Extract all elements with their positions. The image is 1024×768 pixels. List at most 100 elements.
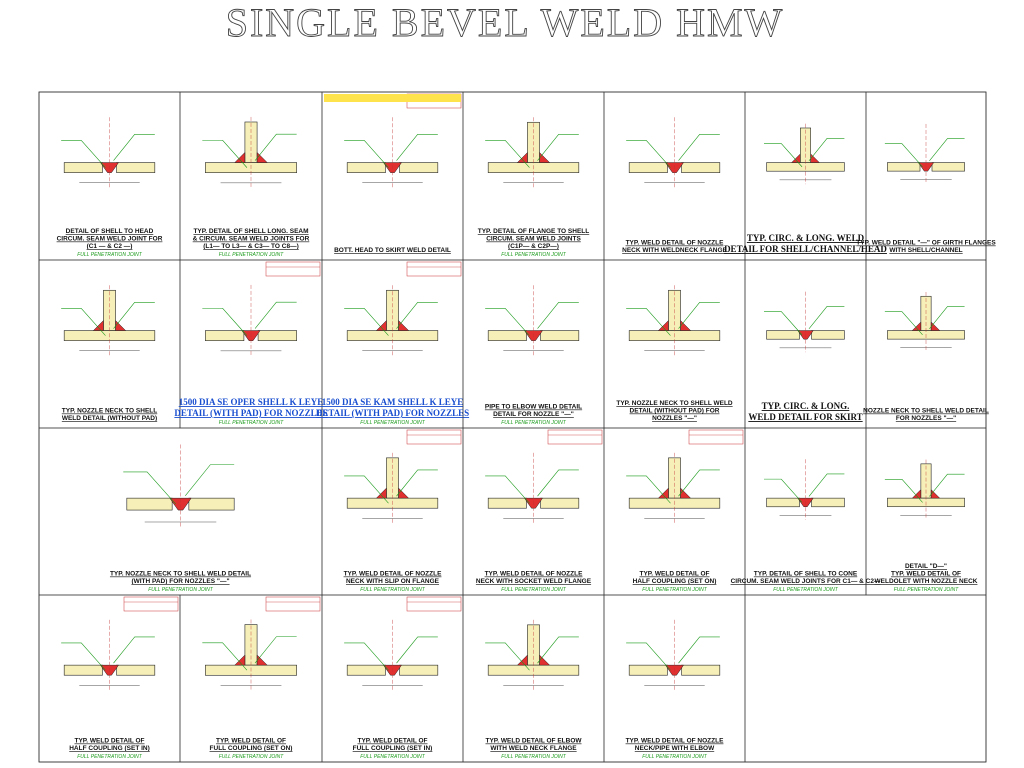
- weld-sketch: [626, 117, 721, 188]
- caption: WITH WELD NECK FLANGE: [490, 745, 577, 752]
- plate: [399, 664, 439, 676]
- leader: [537, 302, 579, 329]
- caption: (L1— TO L3— & C3— TO C8—): [203, 243, 298, 250]
- leader: [764, 311, 803, 336]
- caption: PIPE TO ELBOW WELD DETAIL: [485, 404, 582, 411]
- leader: [344, 140, 389, 168]
- leader: [764, 478, 803, 503]
- leader: [884, 143, 923, 168]
- weld-sketch: [344, 285, 439, 356]
- caption: NECK WITH WELDNECK FLANGE: [622, 247, 727, 254]
- caption: TYP. WELD DETAIL OF: [891, 571, 961, 578]
- plate: [681, 664, 721, 676]
- caption: HALF COUPLING (SET ON): [633, 578, 717, 585]
- weld: [657, 319, 692, 331]
- leader: [202, 642, 248, 671]
- leader: [344, 475, 389, 504]
- joint-note: FULL PENETRATION JOINT: [219, 420, 284, 426]
- nozzle-table: [547, 429, 603, 445]
- joint-note: FULL PENETRATION JOINT: [219, 754, 284, 760]
- caption: TYP. CIRC. & LONG. WELD: [747, 233, 865, 243]
- caption: DETAIL (WITHOUT PAD) FOR: [630, 408, 720, 415]
- weld-sketch: [626, 285, 721, 356]
- weld: [375, 319, 410, 331]
- weld-sketch: [485, 619, 580, 691]
- caption: TYP. WELD DETAIL OF NOZZLE: [626, 738, 725, 745]
- weld-sketch: [344, 452, 439, 524]
- leader: [884, 311, 923, 336]
- weld: [92, 319, 127, 331]
- joint-note: FULL PENETRATION JOINT: [360, 587, 425, 593]
- leader: [396, 134, 438, 161]
- leader: [764, 143, 803, 168]
- plate: [346, 664, 386, 676]
- caption: TYP. WELD DETAIL OF: [639, 571, 709, 578]
- plate: [628, 162, 668, 173]
- weld-sketch: [485, 117, 580, 188]
- leader: [61, 642, 106, 671]
- plate: [811, 330, 845, 340]
- caption: TYP. DETAIL OF SHELL TO CONE: [754, 571, 858, 578]
- joint-note: FULL PENETRATION JOINT: [894, 587, 959, 593]
- joint-note: FULL PENETRATION JOINT: [501, 252, 566, 258]
- sheet-title: SINGLE BEVEL WELD HMW: [226, 0, 785, 45]
- plate: [346, 162, 386, 173]
- caption: (C1 — & C2 —): [87, 243, 133, 250]
- note-strip: [324, 94, 461, 102]
- caption: WELDOLET WITH NOZZLE NECK: [875, 578, 978, 585]
- plate: [766, 330, 800, 340]
- weld-sketch: [764, 291, 845, 353]
- caption: TYP. CIRC. & LONG.: [762, 401, 850, 411]
- plate: [487, 330, 527, 341]
- caption: 1500 DIA SE KAM SHELL K LEYE: [322, 397, 464, 407]
- leader: [485, 475, 530, 504]
- caption: HALF COUPLING (SET IN): [69, 745, 150, 752]
- weld-sketch: [202, 284, 297, 356]
- weld-sketch: [884, 459, 965, 520]
- caption: TYP. DETAIL OF SHELL LONG. SEAM: [193, 228, 308, 235]
- leader: [254, 301, 297, 329]
- caption: TYP. NOZZLE NECK TO SHELL: [62, 408, 157, 415]
- leader: [113, 134, 155, 161]
- caption: NECK WITH SOCKET WELD FLANGE: [476, 578, 592, 585]
- caption: DETAIL "D—": [905, 563, 947, 570]
- leader: [113, 636, 155, 664]
- leader: [485, 642, 530, 671]
- joint-note: FULL PENETRATION JOINT: [501, 587, 566, 593]
- leader: [185, 464, 235, 496]
- caption: TYP. DETAIL OF FLANGE TO SHELL: [478, 228, 590, 235]
- caption: TYP. WELD DETAIL OF: [357, 738, 427, 745]
- leader: [929, 306, 965, 330]
- leader: [61, 308, 106, 336]
- plate: [931, 162, 965, 172]
- leader: [396, 302, 438, 329]
- plate: [681, 162, 721, 173]
- weld-sketch: [764, 459, 845, 520]
- joint-note: FULL PENETRATION JOINT: [773, 587, 838, 593]
- caption: NECK/PIPE WITH ELBOW: [635, 745, 715, 752]
- nozzle-table: [265, 596, 321, 612]
- caption: WELD DETAIL (WITHOUT PAD): [62, 415, 157, 422]
- weld: [234, 654, 268, 666]
- weld: [375, 487, 410, 499]
- caption: BOTT. HEAD TO SKIRT WELD DETAIL: [334, 247, 451, 254]
- weld-sketch: [764, 123, 845, 185]
- cell-frame: [603, 594, 746, 763]
- caption: TYP. NOZZLE NECK TO SHELL WELD: [616, 400, 733, 407]
- cell-frame: [38, 259, 181, 429]
- caption: NECK WITH SLIP ON FLANGE: [346, 578, 440, 585]
- caption: NOZZLE NECK TO SHELL WELD DETAIL: [863, 408, 989, 415]
- caption: FULL COUPLING (SET ON): [210, 745, 293, 752]
- caption: TYP. WELD DETAIL OF NOZZLE: [344, 571, 443, 578]
- caption: NOZZLES "—": [652, 415, 697, 422]
- caption: TYP. WELD DETAIL "—" OF GIRTH FLANGES: [856, 240, 996, 247]
- weld-sketch: [485, 452, 580, 524]
- plate: [766, 497, 800, 508]
- caption: DETAIL (WITH PAD) FOR NOZZLES: [174, 408, 327, 418]
- caption: & CIRCUM. SEAM WELD JOINTS FOR: [193, 236, 310, 243]
- leader: [626, 475, 671, 504]
- plate: [63, 162, 103, 173]
- leader: [396, 636, 438, 664]
- leader: [61, 140, 106, 168]
